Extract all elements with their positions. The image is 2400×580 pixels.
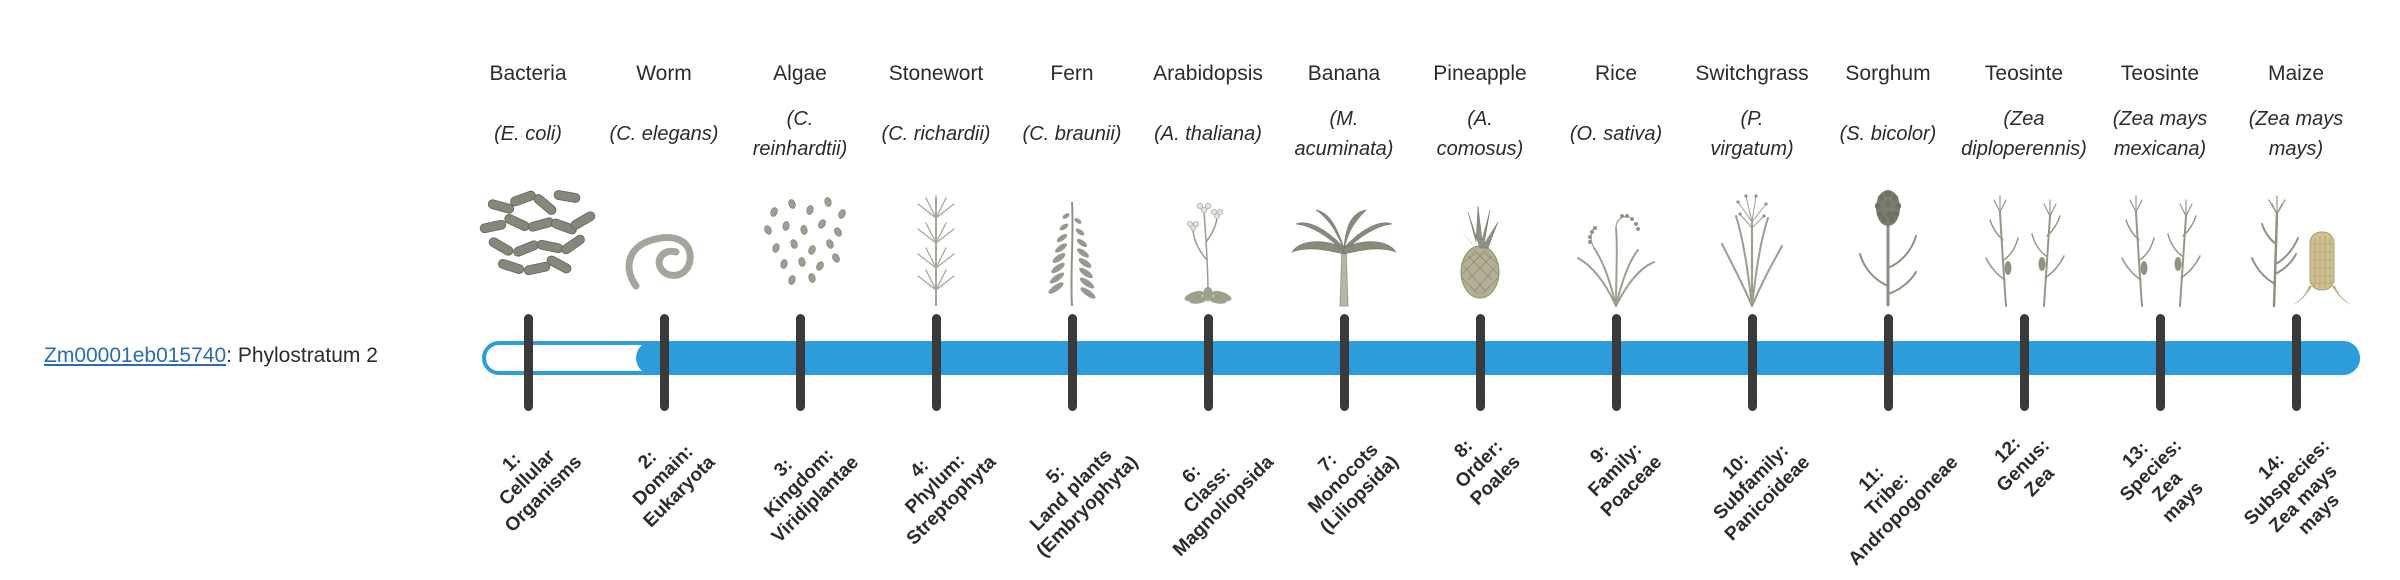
organism-scientific-name: (C. elegans) [609,123,719,145]
pineapple-icon [1410,168,1550,308]
phylostratum-tick-1 [523,314,533,411]
organism-common-name: Maize [2267,62,2325,85]
organism-art [1954,168,2094,308]
gene-id-link[interactable]: Zm00001eb015740 [44,344,227,367]
sorghum-icon [1818,168,1958,308]
phylostratum-label-12: 12: Genus: Zea [1990,433,2059,501]
organism-scientific-name: (A. thaliana) [1154,123,1262,145]
organism-art [1682,168,1822,308]
organism-scientific-name: (Zea diploperennis) [1961,108,2087,160]
worm-icon [594,168,734,308]
organism-common-name: Fern [1050,62,1094,85]
switchgrass-icon [1682,168,1822,308]
phylostratum-label-1: 1: Cellular Organisms [495,446,587,537]
phylostratum-label-6: 6: Class: Magnoliopsida [1168,451,1278,561]
arabidopsis-icon [1138,168,1278,308]
teosinte-icon [1954,168,2094,308]
phylostratum-label-7: 7: Monocots (Liliopsida) [1304,439,1403,538]
phylostratum-label-5: 5: Land plants (Embryophyta) [1026,445,1143,562]
organism-art [1410,168,1550,308]
bacteria-icon [458,168,598,308]
phylostratum-text: : Phylostratum 2 [226,344,378,367]
phylostratum-label-3: 3: Kingdom: Viridiplantae [760,444,863,548]
organism-scientific-name: (Zea mays mays) [2248,108,2344,160]
algae-icon [730,168,870,308]
organism-common-name: Teosinte [1984,62,2064,85]
organism-common-name: Stonewort [888,62,984,85]
organism-common-name: Bacteria [489,62,567,85]
organism-common-name: Worm [636,62,692,85]
organism-scientific-name: (C. reinhardtii) [752,108,848,160]
organism-art [866,168,1006,308]
organism-scientific-name: (C. richardii) [881,123,991,145]
phylostratum-tick-6 [1203,314,1213,411]
maize-icon [2226,168,2366,308]
phylostratum-tick-2 [659,314,669,411]
phylostratum-tick-4 [931,314,941,411]
phylostratum-tick-10 [1747,314,1757,411]
organism-scientific-name: (P. virgatum) [1710,108,1794,160]
organism-art [594,168,734,308]
organism-common-name: Switchgrass [1695,62,1809,85]
organism-common-name: Algae [773,62,827,85]
organism-common-name: Sorghum [1845,62,1931,85]
phylostratum-label-9: 9: Family: Poaceae [1584,439,1667,521]
phylostratum-label-13: 13: Species: Zea mays [2116,435,2208,528]
organism-art [1138,168,1278,308]
organism-art [1274,168,1414,308]
stonewort-icon [866,168,1006,308]
organism-art [730,168,870,308]
phylostratum-tick-13 [2155,314,2165,411]
organism-common-name: Arabidopsis [1153,62,1263,85]
organism-scientific-name: (O. sativa) [1569,123,1663,145]
organism-scientific-name: (A. comosus) [1436,108,1524,160]
phylostratum-tick-5 [1067,314,1077,411]
banana-icon [1274,168,1414,308]
organism-art [458,168,598,308]
teosinte-icon [2090,168,2230,308]
rice-icon [1546,168,1686,308]
organism-common-name: Banana [1307,62,1381,85]
organism-common-name: Teosinte [2120,62,2200,85]
organism-art [2226,168,2366,308]
organism-scientific-name: (M. acuminata) [1294,108,1394,160]
organism-art [1818,168,1958,308]
phylostratum-tick-8 [1475,314,1485,411]
fern-icon [1002,168,1142,308]
phylostratum-tick-14 [2291,314,2301,411]
organism-art [1002,168,1142,308]
organism-common-name: Pineapple [1433,62,1527,85]
organism-scientific-name: (S. bicolor) [1839,123,1937,145]
gene-label: Zm00001eb015740: Phylostratum 2 [44,344,378,368]
phylostratum-tick-9 [1611,314,1621,411]
phylostratum-tick-11 [1883,314,1893,411]
organism-art [2090,168,2230,308]
phylostratum-tick-7 [1339,314,1349,411]
organism-scientific-name: (Zea mays mexicana) [2112,108,2208,160]
organism-common-name: Rice [1594,62,1638,85]
phylostrata-bar-fill [636,341,2360,375]
organism-scientific-name: (E. coli) [494,123,562,145]
organism-art [1546,168,1686,308]
phylostratum-tick-3 [795,314,805,411]
phylostratum-label-14: 14: Subspecies: Zea mays mays [2240,435,2344,540]
phylostratum-label-2: 2: Domain: Eukaryota [629,441,720,532]
phylostratum-label-8: 8: Order: Poales [1450,435,1525,510]
phylostratum-label-11: 11: Tribe: Andropogoneae [1844,451,1963,570]
phylostratum-label-10: 10: Subfamily: Panicoideae [1709,440,1815,546]
phylostratum-tick-12 [2019,314,2029,411]
organism-scientific-name: (C. braunii) [1022,123,1122,145]
phylostratum-label-4: 4: Phylum: Streptophyta [901,450,1001,550]
